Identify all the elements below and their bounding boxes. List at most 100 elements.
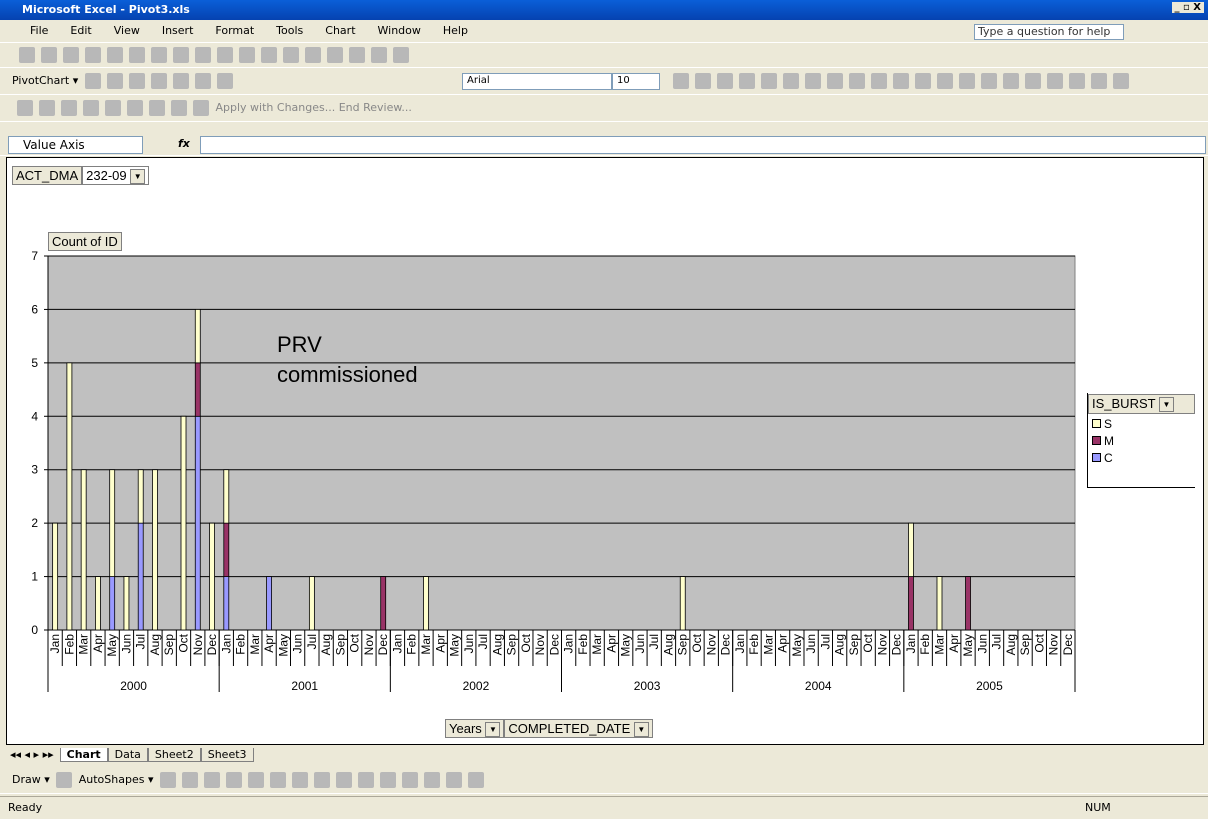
menu-item[interactable]: Tools bbox=[276, 24, 304, 37]
x-tick-label: Jan bbox=[390, 634, 404, 653]
bar-segment bbox=[965, 576, 971, 631]
x-tick-label: Dec bbox=[205, 634, 219, 655]
pivot-format-toolbar: PivotChart ▾ Arial 10 bbox=[0, 68, 1208, 95]
status-num: NUM bbox=[1085, 801, 1111, 814]
bar-segment bbox=[679, 576, 686, 631]
x-tick-label: Jun bbox=[462, 634, 476, 653]
x-tick-label: May bbox=[105, 634, 119, 657]
standard-toolbar bbox=[0, 43, 1208, 68]
x-tick-label: May bbox=[961, 634, 975, 657]
y-tick-label: 0 bbox=[31, 623, 38, 637]
x-tick-label: Apr bbox=[947, 634, 961, 653]
formula-input[interactable] bbox=[200, 136, 1206, 154]
title-bar: Microsoft Excel - Pivot3.xls _ ▫ X bbox=[0, 0, 1208, 20]
menu-item[interactable]: View bbox=[113, 24, 140, 37]
legend-swatch bbox=[1092, 419, 1101, 429]
apply-changes[interactable]: Apply with Changes... bbox=[215, 101, 336, 114]
menu-item[interactable]: File bbox=[30, 24, 49, 37]
x-tick-label: Apr bbox=[91, 634, 105, 653]
menu-item[interactable]: Window bbox=[377, 24, 421, 37]
sheet-tab[interactable]: Data bbox=[107, 748, 148, 762]
row-fields: Years ▼ COMPLETED_DATE ▼ bbox=[445, 719, 653, 738]
y-tick-label: 5 bbox=[31, 356, 38, 370]
x-tick-label: Feb bbox=[405, 634, 419, 655]
font-size-box[interactable]: 10 bbox=[612, 73, 660, 90]
review-toolbar: Apply with Changes... End Review... bbox=[0, 95, 1208, 122]
bar-segment bbox=[66, 362, 73, 631]
menu-item[interactable]: Edit bbox=[70, 24, 92, 37]
y-tick-label: 2 bbox=[31, 516, 38, 530]
legend-entry: C bbox=[1092, 451, 1191, 465]
legend-swatch bbox=[1092, 436, 1101, 446]
x-tick-label: Dec bbox=[376, 634, 390, 655]
bar-segment bbox=[137, 522, 144, 631]
bar-segment bbox=[95, 576, 101, 631]
x-tick-label: Feb bbox=[234, 634, 248, 655]
legend-entry: S bbox=[1092, 417, 1191, 431]
legend-label: S bbox=[1104, 417, 1113, 432]
y-tick-label: 1 bbox=[31, 570, 38, 584]
x-tick-label: Jul bbox=[647, 634, 661, 649]
data-field-button[interactable]: Count of ID bbox=[48, 232, 122, 251]
font-box[interactable]: Arial bbox=[462, 73, 612, 90]
sheet-tab[interactable]: Chart bbox=[59, 748, 108, 762]
group-label: 2000 bbox=[120, 679, 147, 693]
pivotchart-menu[interactable]: PivotChart bbox=[12, 74, 70, 87]
x-tick-label: Feb bbox=[576, 634, 590, 655]
x-tick-label: Apr bbox=[776, 634, 790, 653]
x-tick-label: Aug bbox=[661, 634, 675, 655]
x-tick-label: Dec bbox=[1061, 634, 1075, 655]
window-controls[interactable]: _ ▫ X bbox=[1171, 2, 1204, 13]
legend-field-button[interactable]: IS_BURST ▼ bbox=[1088, 394, 1195, 415]
autoshapes-menu[interactable]: AutoShapes bbox=[78, 773, 145, 786]
bar-segment bbox=[152, 469, 158, 631]
x-tick-label: Jun bbox=[119, 634, 133, 653]
menu-item[interactable]: Insert bbox=[161, 24, 194, 37]
sheet-tab[interactable]: Sheet2 bbox=[147, 748, 201, 762]
x-tick-label: Nov bbox=[875, 634, 889, 655]
bar-segment bbox=[137, 469, 144, 524]
x-tick-label: Jul bbox=[134, 634, 148, 649]
sheet-tab[interactable]: Sheet3 bbox=[200, 748, 254, 762]
x-tick-label: Apr bbox=[262, 634, 276, 653]
x-tick-label: Sep bbox=[1018, 634, 1032, 656]
x-tick-label: Jul bbox=[990, 634, 1004, 649]
x-tick-label: Mar bbox=[248, 634, 262, 655]
x-tick-label: Nov bbox=[704, 634, 718, 655]
x-tick-label: Mar bbox=[419, 634, 433, 655]
annotation: PRV commissioned bbox=[277, 332, 418, 387]
name-box[interactable]: Value Axis bbox=[8, 136, 143, 154]
legend-label: M bbox=[1104, 434, 1114, 449]
bar-segment bbox=[194, 362, 201, 417]
x-tick-label: Mar bbox=[590, 634, 604, 655]
menu-item[interactable]: Help bbox=[442, 24, 468, 37]
x-tick-label: Oct bbox=[1032, 633, 1046, 652]
x-tick-label: Oct bbox=[690, 633, 704, 652]
x-tick-label: Feb bbox=[918, 634, 932, 655]
years-button[interactable]: Years ▼ bbox=[445, 719, 505, 738]
x-tick-label: Dec bbox=[547, 634, 561, 655]
x-tick-label: Aug bbox=[148, 634, 162, 655]
date-button[interactable]: COMPLETED_DATE ▼ bbox=[504, 719, 653, 738]
x-tick-label: Mar bbox=[932, 634, 946, 655]
menu-item[interactable]: Format bbox=[215, 24, 255, 37]
page-field-value[interactable]: 232-09 ▼ bbox=[82, 166, 150, 185]
end-review[interactable]: End Review... bbox=[338, 101, 412, 114]
bar-segment bbox=[52, 522, 59, 631]
menu-item[interactable]: Chart bbox=[325, 24, 356, 37]
bar-segment bbox=[380, 576, 387, 631]
x-tick-label: Mar bbox=[761, 634, 775, 655]
draw-menu[interactable]: Draw bbox=[12, 773, 41, 786]
bar-segment bbox=[109, 469, 116, 577]
help-box[interactable]: Type a question for help bbox=[974, 24, 1124, 40]
x-tick-label: Feb bbox=[62, 634, 76, 655]
legend-swatch bbox=[1092, 453, 1101, 463]
x-tick-label: Jul bbox=[818, 634, 832, 649]
x-tick-label: Sep bbox=[847, 634, 861, 656]
x-tick-label: Jan bbox=[562, 634, 576, 653]
x-tick-label: Jan bbox=[48, 634, 62, 653]
page-field-button[interactable]: ACT_DMA bbox=[12, 166, 83, 185]
bar-segment bbox=[936, 576, 943, 631]
fx-label: fx bbox=[178, 137, 190, 150]
